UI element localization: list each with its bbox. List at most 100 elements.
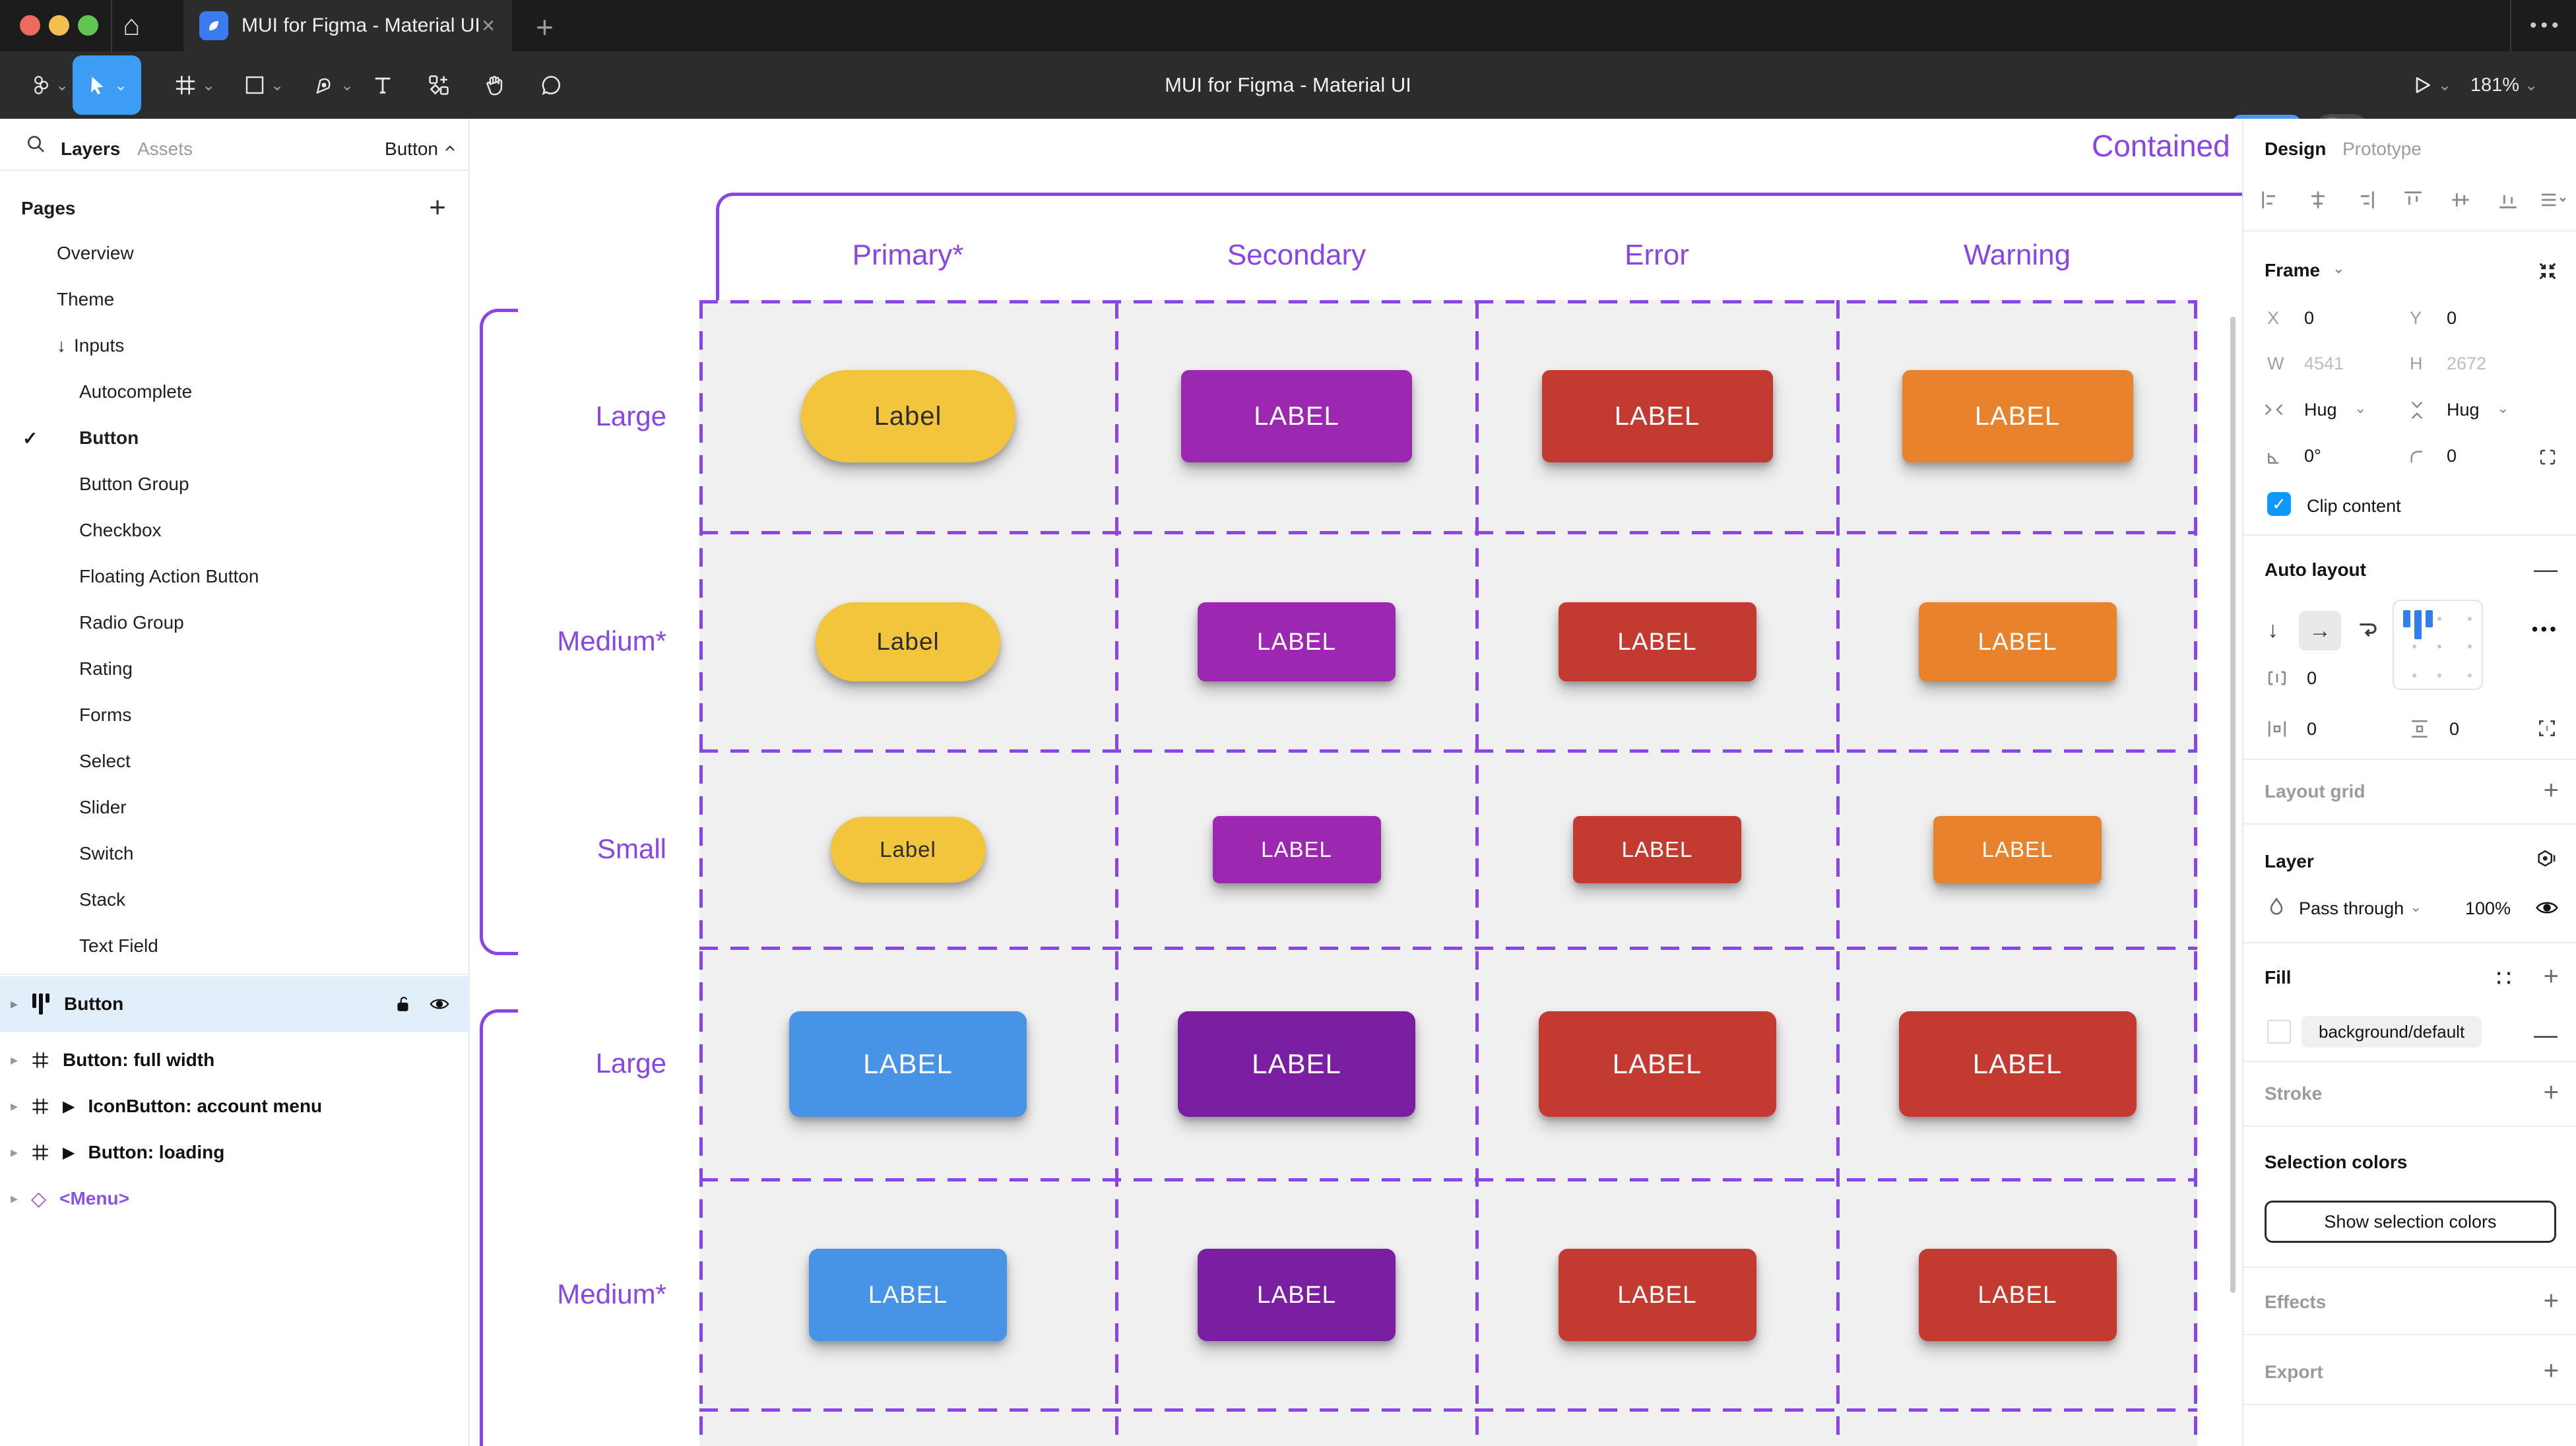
tab-layers[interactable]: Layers: [61, 139, 121, 159]
eye-icon[interactable]: [2535, 898, 2559, 917]
layout-wrap-icon[interactable]: [2356, 616, 2381, 641]
canvas-button[interactable]: LABEL: [1918, 602, 2117, 681]
canvas-button[interactable]: LABEL: [1212, 815, 1381, 883]
align-horizontal-center-icon[interactable]: [2307, 189, 2329, 211]
chevron-down-icon[interactable]: ⌄: [2354, 400, 2367, 416]
independent-corners-icon[interactable]: [2538, 447, 2558, 467]
canvas-button[interactable]: LABEL: [1541, 370, 1773, 462]
page-item-inputs[interactable]: ↓ Inputs: [57, 335, 125, 356]
align-bottom-icon[interactable]: [2497, 189, 2519, 211]
corner-radius-value[interactable]: 0: [2447, 446, 2457, 466]
vertical-padding-value[interactable]: 0: [2449, 719, 2460, 739]
page-item-button[interactable]: ✓ Button: [22, 427, 139, 449]
page-item-overview[interactable]: Overview: [57, 243, 134, 263]
shape-tool-button[interactable]: ⌄: [228, 51, 300, 119]
horizontal-padding-value[interactable]: 0: [2307, 719, 2317, 739]
add-export-button[interactable]: +: [2543, 1356, 2559, 1385]
add-fill-button[interactable]: +: [2543, 962, 2559, 991]
rotation-value[interactable]: 0°: [2304, 446, 2321, 466]
page-item-select[interactable]: Select: [79, 751, 131, 771]
search-icon[interactable]: [25, 133, 46, 154]
frame-section-title[interactable]: Frame: [2265, 260, 2321, 280]
canvas-button[interactable]: LABEL: [809, 1248, 1007, 1341]
component-filter[interactable]: Button: [385, 139, 438, 159]
canvas-button[interactable]: LABEL: [1898, 1011, 2137, 1117]
chevron-down-icon[interactable]: ⌄: [2410, 898, 2422, 915]
auto-layout-more-icon[interactable]: •••: [2531, 619, 2559, 639]
individual-padding-icon[interactable]: [2536, 718, 2558, 739]
page-item-text-field[interactable]: Text Field: [79, 935, 158, 956]
add-effect-button[interactable]: +: [2543, 1286, 2559, 1315]
move-tool-button[interactable]: ⌄: [73, 55, 141, 115]
clip-content-checkbox[interactable]: ✓: [2267, 492, 2291, 516]
canvas-button[interactable]: LABEL: [1558, 1248, 1756, 1341]
add-layout-grid-button[interactable]: +: [2543, 776, 2559, 805]
resources-tool-button[interactable]: [416, 51, 462, 119]
align-top-icon[interactable]: [2402, 189, 2424, 211]
page-item-radio-group[interactable]: Radio Group: [79, 612, 184, 633]
x-value[interactable]: 0: [2304, 308, 2315, 328]
page-item-button-group[interactable]: Button Group: [79, 474, 189, 494]
tab-assets[interactable]: Assets: [137, 139, 193, 159]
canvas-button[interactable]: LABEL: [789, 1011, 1027, 1117]
fill-token[interactable]: background/default: [2302, 1016, 2482, 1048]
page-item-slider[interactable]: Slider: [79, 797, 127, 817]
hand-tool-button[interactable]: [472, 51, 518, 119]
tab-prototype[interactable]: Prototype: [2342, 139, 2422, 159]
main-menu-button[interactable]: ⌄: [20, 51, 79, 119]
tab-design[interactable]: Design: [2265, 139, 2327, 159]
hug-width-value[interactable]: Hug: [2304, 400, 2337, 420]
canvas-button[interactable]: LABEL: [1538, 1011, 1776, 1117]
y-value[interactable]: 0: [2447, 308, 2457, 328]
hug-height-value[interactable]: Hug: [2447, 400, 2480, 420]
zoom-window-button[interactable]: [78, 15, 98, 36]
canvas-button[interactable]: LABEL: [1573, 815, 1741, 883]
canvas-button[interactable]: LABEL: [1918, 1248, 2117, 1341]
design-canvas[interactable]: Contained Label LABEL LABEL LABEL Label …: [470, 119, 2242, 1446]
canvas-button[interactable]: LABEL: [1178, 1011, 1415, 1117]
canvas-button[interactable]: Label: [816, 602, 1000, 681]
pen-tool-button[interactable]: ⌄: [297, 51, 370, 119]
canvas-button[interactable]: LABEL: [1902, 370, 2133, 462]
page-item-fab[interactable]: Floating Action Button: [79, 566, 259, 586]
chevron-right-icon[interactable]: ▸: [11, 995, 18, 1012]
blend-mode-value[interactable]: Pass through: [2299, 898, 2404, 918]
chevron-down-icon[interactable]: ⌄: [2333, 260, 2345, 276]
layer-row-button-selected[interactable]: ▸ Button: [0, 976, 470, 1032]
alignment-pad[interactable]: [2393, 600, 2483, 690]
canvas-scrollbar[interactable]: [2230, 317, 2236, 1293]
minimize-window-button[interactable]: [49, 15, 69, 36]
collapse-icon[interactable]: [2536, 260, 2559, 282]
zoom-menu-button[interactable]: 181% ⌄: [2470, 74, 2538, 96]
unlock-icon[interactable]: [395, 994, 412, 1014]
layer-row-iconbutton-account-menu[interactable]: ▸ ▶ IconButton: account menu: [11, 1096, 323, 1116]
layer-row-menu-component[interactable]: ▸ ◇ <Menu>: [11, 1187, 129, 1210]
frame-tool-button[interactable]: ⌄: [158, 51, 231, 119]
canvas-button[interactable]: LABEL: [1181, 370, 1412, 462]
canvas-button[interactable]: Label: [830, 816, 986, 883]
file-tab[interactable]: MUI for Figma - Material UI ×: [183, 0, 512, 51]
align-right-icon[interactable]: [2354, 189, 2377, 211]
close-window-button[interactable]: [20, 15, 40, 36]
canvas-button[interactable]: Label: [800, 370, 1015, 462]
show-selection-colors-button[interactable]: Show selection colors: [2265, 1201, 2556, 1243]
new-tab-button[interactable]: +: [536, 10, 554, 44]
opacity-value[interactable]: 100%: [2465, 898, 2511, 918]
canvas-button[interactable]: LABEL: [1933, 815, 2102, 883]
comment-tool-button[interactable]: [528, 51, 574, 119]
page-item-rating[interactable]: Rating: [79, 658, 133, 679]
page-item-checkbox[interactable]: Checkbox: [79, 520, 162, 540]
remove-auto-layout-button[interactable]: —: [2534, 555, 2558, 582]
gap-value[interactable]: 0: [2307, 668, 2317, 688]
distribute-menu-icon[interactable]: [2539, 189, 2565, 211]
page-item-theme[interactable]: Theme: [57, 289, 115, 309]
home-icon[interactable]: ⌂: [123, 9, 141, 42]
add-stroke-button[interactable]: +: [2543, 1078, 2559, 1107]
align-vertical-center-icon[interactable]: [2449, 189, 2472, 211]
canvas-button[interactable]: LABEL: [1558, 602, 1756, 681]
styles-icon[interactable]: ∷: [2496, 964, 2511, 991]
remove-fill-button[interactable]: —: [2534, 1021, 2558, 1048]
frame-title-label[interactable]: Contained: [2092, 129, 2230, 163]
fill-color-swatch[interactable]: [2267, 1020, 2291, 1044]
text-tool-button[interactable]: [360, 51, 406, 119]
